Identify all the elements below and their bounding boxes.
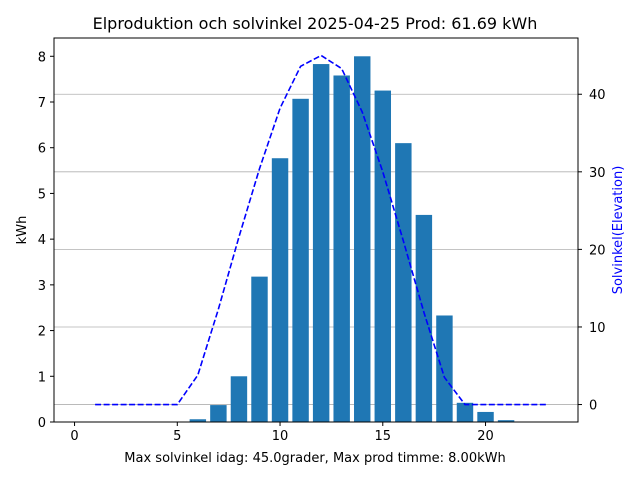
y2-tick-label: 30 bbox=[589, 166, 606, 181]
bar bbox=[251, 276, 268, 422]
bar bbox=[312, 64, 330, 423]
bar bbox=[189, 419, 207, 422]
y-axis-right: 0 10 20 30 40 bbox=[578, 88, 606, 414]
x-tick-label: 5 bbox=[173, 429, 181, 444]
y2-tick-label: 40 bbox=[589, 88, 606, 103]
x-tick-label: 15 bbox=[375, 429, 392, 444]
bar bbox=[374, 90, 392, 423]
y-tick-label: 7 bbox=[38, 96, 46, 111]
bar bbox=[395, 143, 412, 422]
bar bbox=[292, 98, 309, 423]
y-tick-label: 5 bbox=[38, 187, 46, 202]
y-tick-label: 2 bbox=[38, 325, 46, 340]
y-axis-label: kWh bbox=[15, 216, 30, 245]
bar bbox=[354, 56, 371, 423]
bar bbox=[436, 315, 453, 422]
y2-tick-label: 10 bbox=[589, 321, 606, 336]
y-tick-label: 3 bbox=[38, 279, 46, 294]
x-axis-label: Max solvinkel idag: 45.0grader, Max prod… bbox=[124, 451, 505, 466]
y-tick-label: 1 bbox=[38, 370, 46, 385]
y2-tick-label: 0 bbox=[589, 399, 597, 414]
x-tick-label: 20 bbox=[477, 429, 494, 444]
bar bbox=[210, 405, 227, 422]
bar bbox=[333, 75, 350, 422]
y2-axis-label: Solvinkel(Elevation) bbox=[611, 166, 626, 295]
bar bbox=[477, 411, 494, 422]
plot-frame bbox=[53, 37, 579, 423]
y-tick-label: 8 bbox=[38, 50, 46, 65]
x-tick-label: 0 bbox=[70, 429, 78, 444]
y-tick-label: 0 bbox=[38, 416, 46, 431]
y-tick-label: 6 bbox=[38, 142, 46, 157]
bar bbox=[456, 402, 474, 422]
bar bbox=[271, 158, 289, 422]
bar-series bbox=[189, 56, 515, 423]
y-tick-label: 4 bbox=[38, 233, 46, 248]
bar bbox=[497, 420, 515, 422]
bar bbox=[415, 214, 433, 422]
chart-title: Elproduktion och solvinkel 2025-04-25 Pr… bbox=[93, 14, 538, 33]
x-tick-label: 10 bbox=[272, 429, 289, 444]
x-axis: 0 5 10 15 20 bbox=[70, 422, 494, 444]
y2-tick-label: 20 bbox=[589, 243, 606, 258]
bar bbox=[230, 376, 248, 422]
y-axis-left: 0 1 2 3 4 5 6 7 8 bbox=[38, 50, 54, 431]
